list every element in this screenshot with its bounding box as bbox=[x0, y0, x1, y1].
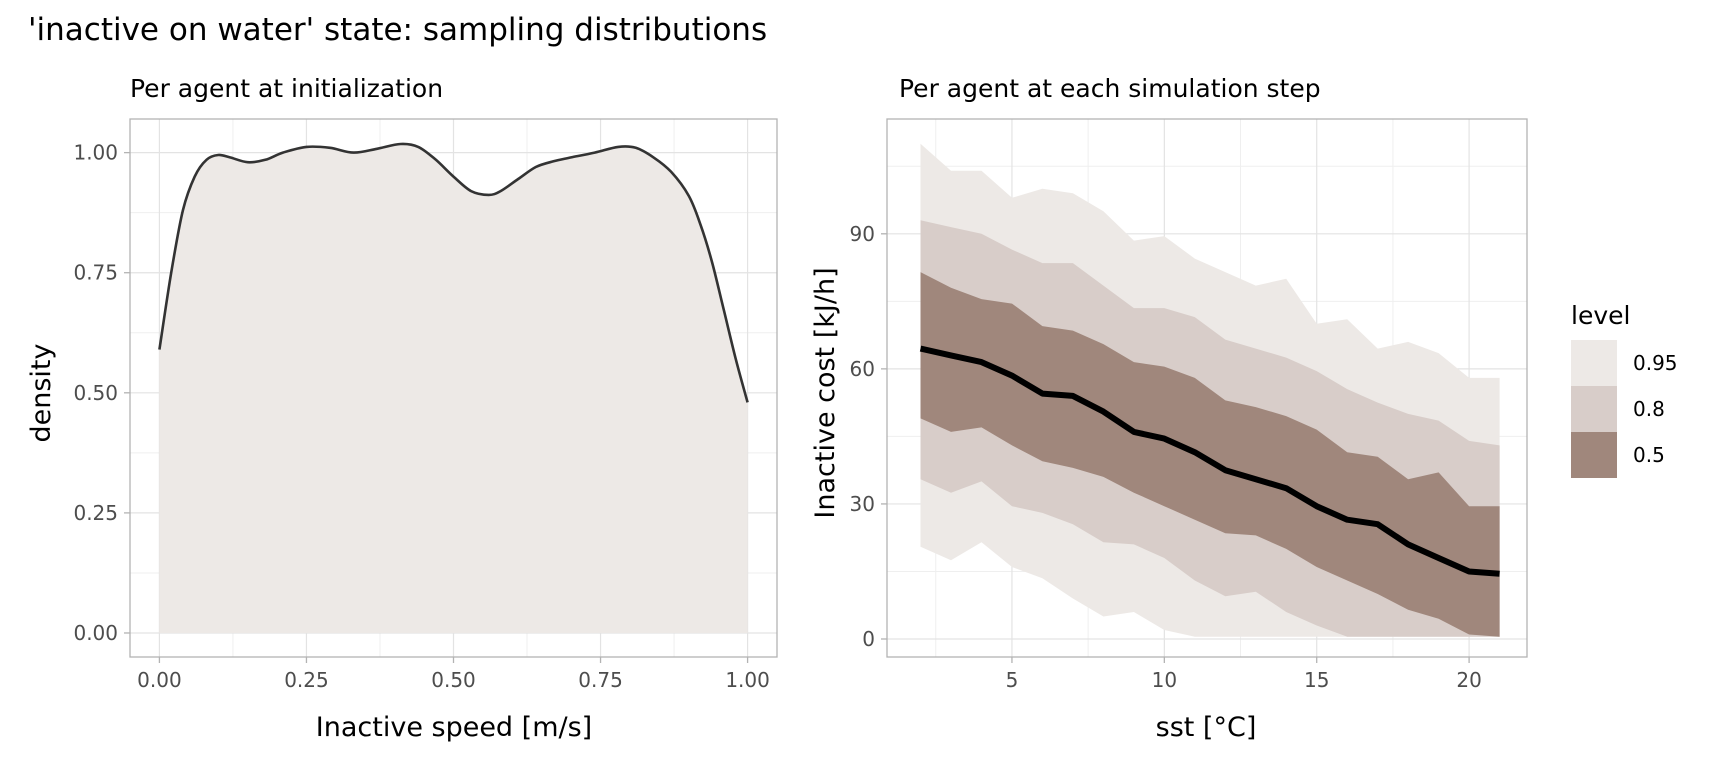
density-y-tick-label: 0.00 bbox=[73, 621, 118, 645]
cost-y-axis: 0 30 60 90 bbox=[850, 222, 887, 651]
cost-y-tick-label: 60 bbox=[850, 357, 875, 381]
legend-entries: 0.95 0.8 0.5 bbox=[1571, 340, 1678, 478]
density-x-tick-label: 0.50 bbox=[431, 668, 476, 692]
density-x-tick-label: 1.00 bbox=[725, 668, 770, 692]
legend-key-0-5 bbox=[1571, 432, 1617, 478]
legend: level 0.95 0.8 0.5 bbox=[1571, 301, 1678, 478]
legend-title: level bbox=[1571, 301, 1630, 330]
cost-y-axis-title: Inactive cost [kJ/h] bbox=[810, 267, 841, 518]
density-x-tick-label: 0.25 bbox=[284, 668, 329, 692]
cost-x-axis-title: sst [°C] bbox=[1156, 712, 1257, 743]
figure-title: 'inactive on water' state: sampling dist… bbox=[28, 12, 767, 48]
density-y-tick-label: 0.25 bbox=[73, 501, 118, 525]
density-y-axis: 0.00 0.25 0.50 0.75 1.00 bbox=[73, 141, 130, 645]
legend-label: 0.95 bbox=[1633, 351, 1678, 375]
cost-y-tick-label: 0 bbox=[862, 627, 875, 651]
cost-x-tick-label: 15 bbox=[1304, 668, 1329, 692]
density-x-tick-label: 0.00 bbox=[137, 668, 182, 692]
density-y-tick-label: 1.00 bbox=[73, 141, 118, 165]
cost-x-axis: 5 10 15 20 bbox=[1006, 657, 1482, 692]
density-x-tick-label: 0.75 bbox=[578, 668, 623, 692]
cost-panel-title: Per agent at each simulation step bbox=[899, 74, 1321, 103]
density-x-axis-title: Inactive speed [m/s] bbox=[316, 712, 592, 743]
density-y-tick-label: 0.75 bbox=[73, 261, 118, 285]
density-panel: Per agent at initialization 0.00 0.25 0.50… bbox=[26, 74, 778, 743]
cost-panel-border bbox=[886, 118, 1528, 658]
cost-y-tick-label: 90 bbox=[850, 222, 875, 246]
cost-x-tick-label: 10 bbox=[1152, 668, 1177, 692]
legend-label: 0.8 bbox=[1633, 397, 1665, 421]
band-0-5 bbox=[920, 272, 1500, 637]
density-x-axis: 0.00 0.25 0.50 0.75 1.00 bbox=[137, 657, 770, 692]
cost-bands bbox=[920, 143, 1500, 637]
median-line bbox=[919, 345, 1500, 577]
cost-x-tick-label: 20 bbox=[1456, 668, 1481, 692]
density-y-axis-title: density bbox=[26, 343, 57, 442]
density-area bbox=[159, 143, 748, 633]
legend-label: 0.5 bbox=[1633, 443, 1665, 467]
density-line bbox=[158, 142, 749, 403]
legend-key-0-95 bbox=[1571, 340, 1617, 386]
cost-y-tick-label: 30 bbox=[850, 492, 875, 516]
density-y-tick-label: 0.50 bbox=[73, 381, 118, 405]
cost-x-tick-label: 5 bbox=[1006, 668, 1019, 692]
legend-key-0-8 bbox=[1571, 386, 1617, 432]
cost-panel: Per agent at each simulation step 0 30 60 9… bbox=[810, 74, 1528, 743]
density-panel-title: Per agent at initialization bbox=[130, 74, 443, 103]
